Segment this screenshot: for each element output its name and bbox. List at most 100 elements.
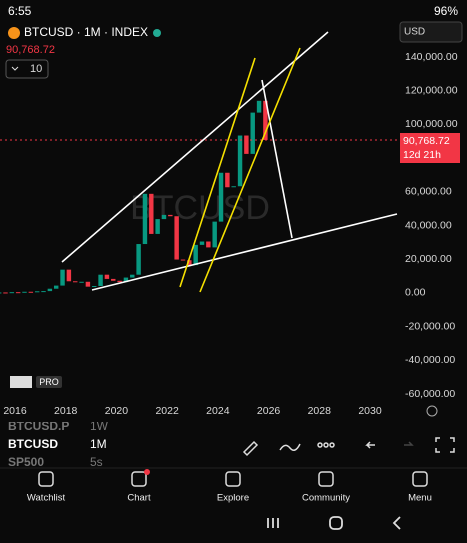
candle (263, 100, 268, 140)
x-tick-label: 2022 (155, 405, 179, 417)
candle (85, 281, 91, 287)
y-tick-label: -20,000.00 (405, 320, 455, 332)
settings-icon[interactable] (426, 405, 438, 417)
nav-label[interactable]: Community (302, 493, 350, 504)
nav-icon[interactable] (38, 471, 54, 487)
currency[interactable]: USD (404, 27, 425, 38)
nav-label[interactable]: Menu (408, 493, 432, 504)
symbol-list: BTCUSD.P 1W BTCUSD 1M SP500 5s (8, 419, 109, 469)
redo-icon (404, 441, 414, 446)
x-tick-label: 2016 (3, 405, 27, 417)
candle (60, 269, 65, 286)
y-tick-label: 60,000.00 (405, 186, 452, 198)
candle (206, 241, 211, 248)
candle (3, 292, 8, 294)
candle (66, 269, 72, 282)
nav-label[interactable]: Chart (127, 493, 151, 504)
candle (231, 186, 236, 188)
toolbar-icons (242, 437, 455, 457)
candle (256, 100, 262, 113)
candle (225, 172, 230, 188)
chart-badge (144, 469, 150, 475)
candle (98, 274, 103, 286)
undo-icon[interactable] (365, 441, 375, 449)
candle (142, 193, 148, 245)
candle (92, 285, 97, 287)
nav-icon[interactable] (131, 471, 147, 487)
candle (117, 280, 122, 283)
nav-icon[interactable] (225, 471, 241, 487)
y-tick-label: -60,000.00 (405, 388, 455, 400)
candle (22, 291, 27, 293)
candle (0, 292, 2, 294)
status-time: 6:55 (8, 4, 32, 18)
recent-button[interactable] (267, 518, 279, 528)
x-tick-label: 2028 (308, 405, 332, 417)
y-tick-label: 120,000.00 (405, 84, 458, 96)
candle (73, 281, 78, 283)
symbol-name[interactable]: BTCUSD (8, 437, 58, 451)
channel-line (199, 47, 301, 293)
candle (34, 291, 40, 293)
symbol-title[interactable]: BTCUSD · 1M · INDEX (24, 25, 148, 39)
trend-line (61, 31, 329, 263)
candle (28, 291, 34, 293)
candle (53, 285, 59, 289)
candle (47, 288, 53, 292)
lines-icon[interactable] (279, 443, 301, 451)
status-battery: 96% (434, 4, 458, 18)
candle (136, 244, 141, 275)
candle (244, 135, 249, 154)
candle (79, 281, 84, 283)
draw-icon[interactable] (242, 440, 259, 457)
nav-icon[interactable] (318, 471, 334, 487)
candle (130, 274, 135, 278)
back-button[interactable] (392, 516, 401, 530)
currency-box[interactable] (399, 21, 463, 43)
candle (237, 135, 243, 187)
trend-line (91, 213, 398, 291)
candle (123, 277, 129, 283)
trend-line (261, 79, 293, 239)
candle (212, 221, 217, 248)
nav-label[interactable]: Watchlist (27, 493, 66, 504)
candle (174, 216, 179, 260)
chevron (11, 66, 19, 71)
android-nav (267, 516, 401, 530)
y-tick-label: 100,000.00 (405, 118, 458, 130)
candle (218, 172, 224, 222)
bottom-nav: Watchlist Chart Explore Community Menu (27, 469, 432, 504)
symbol-interval[interactable]: 1W (90, 419, 109, 433)
home-button[interactable] (329, 516, 343, 530)
y-tick-label: 20,000.00 (405, 253, 452, 265)
drawings (61, 31, 398, 293)
symbol-name[interactable]: BTCUSD.P (8, 419, 69, 433)
nav-label[interactable]: Explore (217, 493, 249, 504)
more-icon[interactable] (317, 442, 323, 448)
y-tick-label: 40,000.00 (405, 219, 452, 231)
x-tick-label: 2020 (105, 405, 129, 417)
x-tick-label: 2026 (257, 405, 281, 417)
candle (193, 244, 198, 266)
y-tick-label: 0.00 (405, 287, 426, 299)
nav-icon[interactable] (412, 471, 428, 487)
coin-icon (8, 27, 20, 39)
symbol-interval[interactable]: 5s (90, 455, 103, 469)
y-tick-label: -40,000.00 (405, 354, 455, 366)
price-tag-price: 90,768.72 (403, 135, 450, 147)
logo-badge-text: PRO (39, 377, 59, 387)
candle (187, 260, 192, 266)
symbol-interval[interactable]: 1M (90, 437, 107, 451)
logo-badge (36, 376, 62, 388)
interval-box[interactable] (5, 59, 49, 79)
symbol-name[interactable]: SP500 (8, 455, 44, 469)
x-tick-label: 2030 (358, 405, 382, 417)
interval[interactable]: 10 (30, 63, 42, 75)
fullscreen-icon[interactable] (435, 437, 455, 453)
plot (0, 100, 400, 294)
x-tick-label: 2024 (206, 405, 230, 417)
candle (41, 291, 46, 293)
y-tick-label: 140,000.00 (405, 51, 458, 63)
